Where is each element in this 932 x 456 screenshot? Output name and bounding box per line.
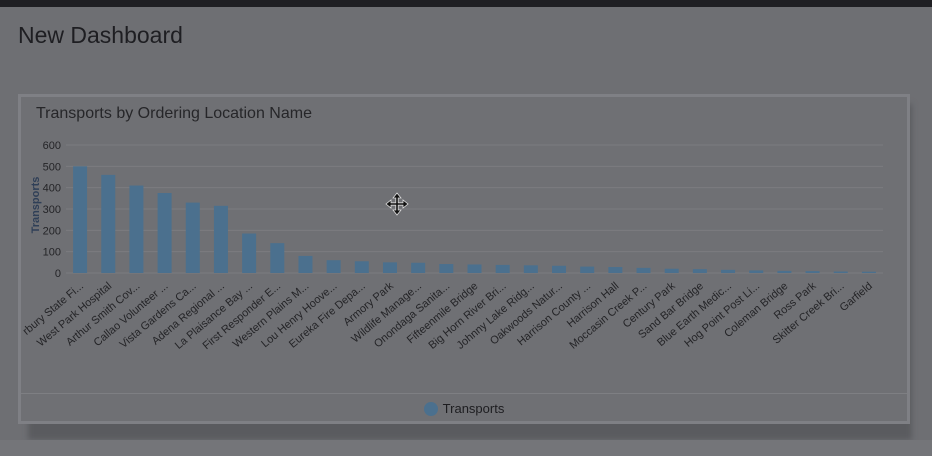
- bar[interactable]: [552, 265, 567, 273]
- bar[interactable]: [777, 270, 792, 273]
- bar[interactable]: [467, 264, 482, 273]
- legend-divider: [21, 393, 907, 394]
- bar[interactable]: [636, 267, 651, 273]
- bar[interactable]: [411, 262, 426, 273]
- bar[interactable]: [721, 269, 736, 273]
- bar[interactable]: [157, 193, 172, 273]
- bar[interactable]: [861, 271, 876, 273]
- bar[interactable]: [326, 260, 341, 273]
- bar[interactable]: [101, 174, 116, 273]
- bar[interactable]: [439, 264, 454, 273]
- dashboard-title: New Dashboard: [18, 22, 183, 48]
- y-tick-label: 200: [43, 225, 61, 237]
- bottom-strip: [0, 440, 932, 456]
- y-tick-label: 300: [43, 204, 61, 216]
- legend-label[interactable]: Transports: [442, 401, 505, 416]
- move-cursor-icon: [385, 192, 409, 216]
- legend-swatch[interactable]: [423, 402, 438, 416]
- y-tick-label: 100: [43, 247, 61, 259]
- bar[interactable]: [213, 205, 228, 273]
- bar[interactable]: [73, 166, 88, 273]
- bar[interactable]: [580, 266, 595, 273]
- y-tick-label: 500: [43, 161, 61, 173]
- chart-legend[interactable]: Transports: [21, 401, 907, 416]
- y-tick-label: 600: [43, 140, 61, 152]
- bar[interactable]: [833, 271, 848, 273]
- bar[interactable]: [185, 202, 200, 273]
- bar[interactable]: [523, 265, 538, 273]
- bar[interactable]: [129, 185, 144, 273]
- bar[interactable]: [495, 264, 510, 273]
- bar[interactable]: [805, 271, 820, 273]
- bar[interactable]: [242, 233, 257, 273]
- top-bar: [0, 0, 932, 7]
- y-tick-label: 400: [43, 183, 61, 195]
- bar[interactable]: [608, 267, 623, 273]
- bar[interactable]: [749, 270, 764, 273]
- bar[interactable]: [354, 261, 369, 273]
- bar[interactable]: [270, 243, 285, 273]
- y-tick-label: 0: [55, 268, 61, 280]
- y-axis-label: Transports: [30, 177, 42, 234]
- bar[interactable]: [692, 269, 707, 273]
- chart-widget[interactable]: Transports by Ordering Location Name 0 10…: [18, 94, 910, 424]
- bar[interactable]: [382, 262, 397, 273]
- widget-title: Transports by Ordering Location Name: [36, 105, 312, 122]
- bar[interactable]: [664, 268, 679, 273]
- bar[interactable]: [298, 255, 313, 273]
